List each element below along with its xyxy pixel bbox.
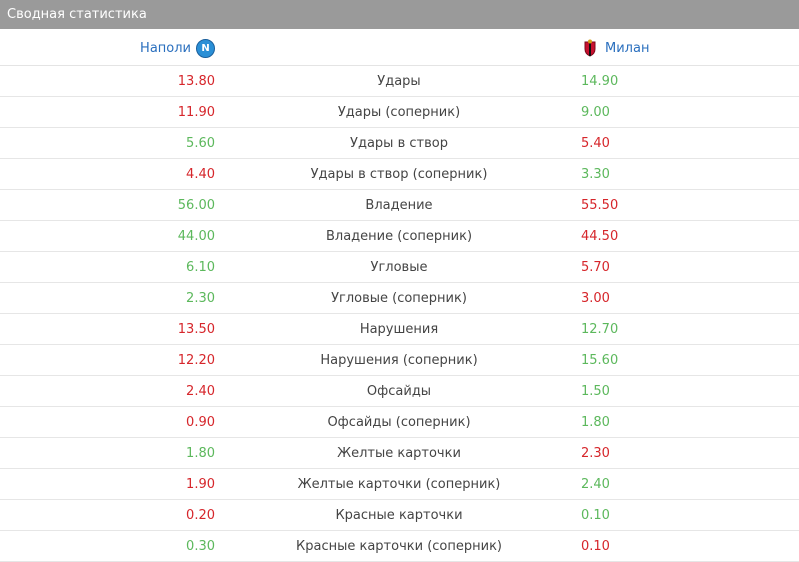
home-stat-value: 13.80 (177, 74, 215, 89)
home-stat-value: 0.20 (186, 508, 215, 523)
section-header: Сводная статистика (0, 0, 799, 29)
stats-table: 13.80 Удары 14.90 11.90 Удары (соперник) 9.00… (0, 66, 799, 562)
away-team-link[interactable]: Милан (583, 39, 649, 57)
stat-name: Удары (377, 74, 421, 89)
away-stat-value: 0.10 (581, 539, 610, 554)
away-stat-value: 2.40 (581, 477, 610, 492)
home-stat-value: 1.80 (186, 446, 215, 461)
home-stat-value: 2.40 (186, 384, 215, 399)
teams-header-row: Наполи N Милан (0, 29, 799, 66)
home-team-name[interactable]: Наполи (140, 41, 191, 56)
away-stat-value: 0.10 (581, 508, 610, 523)
away-stat-value: 1.80 (581, 415, 610, 430)
stat-name: Желтые карточки (соперник) (297, 477, 501, 492)
home-stat-value: 12.20 (177, 353, 215, 368)
stat-name: Удары в створ (соперник) (310, 167, 488, 182)
away-stat-value: 5.70 (581, 260, 610, 275)
home-team-link[interactable]: Наполи N (140, 39, 215, 58)
stat-row: 11.90 Удары (соперник) 9.00 (0, 97, 799, 128)
away-stat-value: 55.50 (581, 198, 619, 213)
away-stat-value: 1.50 (581, 384, 610, 399)
home-stat-value: 13.50 (177, 322, 215, 337)
stat-row: 4.40 Удары в створ (соперник) 3.30 (0, 159, 799, 190)
stat-name: Удары в створ (350, 136, 448, 151)
stat-row: 2.30 Угловые (соперник) 3.00 (0, 283, 799, 314)
stat-row: 13.80 Удары 14.90 (0, 66, 799, 97)
stat-row: 0.20 Красные карточки 0.10 (0, 500, 799, 531)
milan-crest-icon (583, 39, 597, 57)
stat-name: Красные карточки (соперник) (296, 539, 502, 554)
away-stat-value: 3.30 (581, 167, 610, 182)
stat-name: Удары (соперник) (337, 105, 461, 120)
stat-name: Офсайды (366, 384, 432, 399)
home-stat-value: 1.90 (186, 477, 215, 492)
away-stat-value: 3.00 (581, 291, 610, 306)
home-stat-value: 0.90 (186, 415, 215, 430)
home-stat-value: 6.10 (186, 260, 215, 275)
stat-name: Желтые карточки (337, 446, 461, 461)
stat-row: 12.20 Нарушения (соперник) 15.60 (0, 345, 799, 376)
away-stat-value: 5.40 (581, 136, 610, 151)
away-team-name[interactable]: Милан (605, 40, 650, 56)
away-stat-value: 9.00 (581, 105, 610, 120)
stat-name: Офсайды (соперник) (327, 415, 471, 430)
away-stat-value: 14.90 (581, 74, 619, 89)
home-stat-value: 2.30 (186, 291, 215, 306)
stat-name: Владение (соперник) (325, 229, 473, 244)
home-stat-value: 0.30 (186, 539, 215, 554)
stat-name: Угловые (соперник) (331, 291, 467, 306)
section-title: Сводная статистика (7, 7, 147, 22)
away-stat-value: 44.50 (581, 229, 619, 244)
home-stat-value: 44.00 (177, 229, 215, 244)
stat-row: 0.30 Красные карточки (соперник) 0.10 (0, 531, 799, 562)
stat-row: 44.00 Владение (соперник) 44.50 (0, 221, 799, 252)
stat-row: 13.50 Нарушения 12.70 (0, 314, 799, 345)
stat-row: 6.10 Угловые 5.70 (0, 252, 799, 283)
stat-name: Угловые (370, 260, 428, 275)
stat-row: 56.00 Владение 55.50 (0, 190, 799, 221)
away-stat-value: 12.70 (581, 322, 619, 337)
away-stat-value: 15.60 (581, 353, 619, 368)
away-stat-value: 2.30 (581, 446, 610, 461)
home-stat-value: 4.40 (186, 167, 215, 182)
stat-name: Красные карточки (335, 508, 463, 523)
stat-name: Владение (365, 198, 433, 213)
stat-row: 2.40 Офсайды 1.50 (0, 376, 799, 407)
stat-row: 1.90 Желтые карточки (соперник) 2.40 (0, 469, 799, 500)
stat-name: Нарушения (359, 322, 439, 337)
home-stat-value: 56.00 (177, 198, 215, 213)
stat-row: 0.90 Офсайды (соперник) 1.80 (0, 407, 799, 438)
napoli-crest-icon: N (196, 39, 215, 58)
home-stat-value: 11.90 (177, 105, 215, 120)
home-stat-value: 5.60 (186, 136, 215, 151)
stat-row: 1.80 Желтые карточки 2.30 (0, 438, 799, 469)
stat-name: Нарушения (соперник) (320, 353, 478, 368)
stat-row: 5.60 Удары в створ 5.40 (0, 128, 799, 159)
